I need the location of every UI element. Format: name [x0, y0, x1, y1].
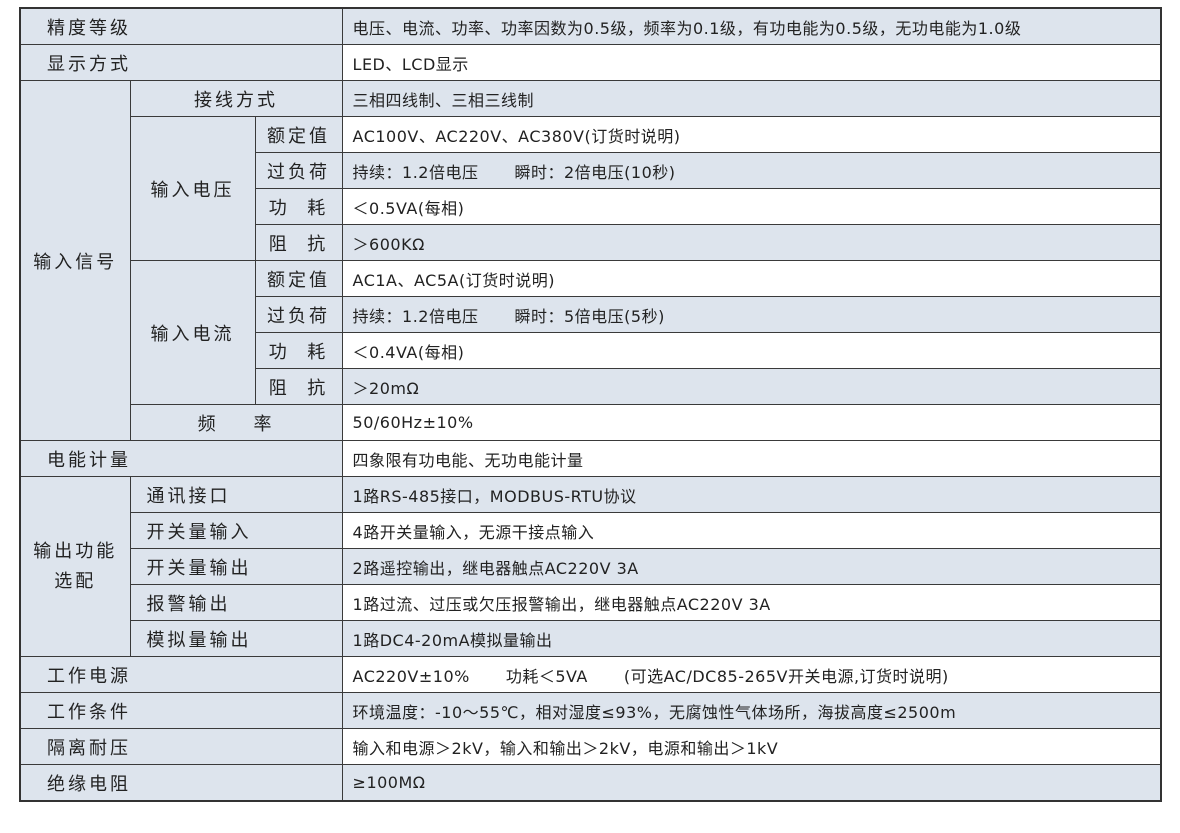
label-i-overload: 过负荷 [254, 296, 343, 333]
value-di: 4路开关量输入，无源干接点输入 [341, 512, 1162, 549]
value-part: AC220V±10% [352, 666, 470, 686]
value-ao: 1路DC4-20mA模拟量输出 [341, 620, 1162, 657]
value-v-impedance: ＞600KΩ [341, 224, 1162, 261]
value-do: 2路遥控输出，继电器触点AC220V 3A [341, 548, 1162, 585]
label-do: 开关量输出 [129, 548, 343, 585]
table-row: 显示方式 LED、LCD显示 [19, 44, 1162, 81]
value-insulation: ≥100MΩ [341, 764, 1162, 802]
table-row: 输入信号 接线方式 三相四线制、三相三线制 [19, 80, 1162, 441]
table-row: 工作电源 AC220V±10% 功耗＜5VA (可选AC/DC85-265V开关电源… [19, 656, 1162, 693]
spec-table: 精度等级 电压、电流、功率、功率因数为0.5级，频率为0.1级，有功电能为0.5… [19, 7, 1162, 802]
label-insulation: 绝缘电阻 [19, 764, 343, 802]
label-input-signal: 输入信号 [19, 80, 131, 441]
value-i-impedance: ＞20mΩ [341, 368, 1162, 405]
table-row: 电能计量 四象限有功电能、无功电能计量 [19, 440, 1162, 477]
value-wiring: 三相四线制、三相三线制 [341, 80, 1162, 117]
table-row: 输入电流 额定值 AC1A、AC5A(订货时说明) [20, 260, 1162, 405]
label-input-voltage: 输入电压 [129, 116, 256, 261]
value-part: 功耗＜5VA [505, 666, 588, 686]
value-part: 瞬时：2倍电压(10秒) [514, 162, 676, 182]
value-display: LED、LCD显示 [341, 44, 1162, 81]
table-row: 输入电压 额定值 AC100V、AC220V、AC380V(订货时说明) [20, 116, 1162, 261]
table-row: 阻 抗 ＞20mΩ [20, 368, 1162, 405]
value-i-rated: AC1A、AC5A(订货时说明) [341, 260, 1162, 297]
table-row: 绝缘电阻 ≥100MΩ [19, 764, 1162, 802]
value-part: 持续：1.2倍电压 [352, 306, 479, 326]
label-isolation: 隔离耐压 [19, 728, 343, 765]
table-row: 模拟量输出 1路DC4-20mA模拟量输出 [20, 620, 1162, 657]
label-v-power: 功 耗 [254, 188, 343, 225]
label-comm: 通讯接口 [129, 476, 343, 513]
label-v-rated: 额定值 [254, 116, 343, 153]
label-v-overload: 过负荷 [254, 152, 343, 189]
value-power-supply: AC220V±10% 功耗＜5VA (可选AC/DC85-265V开关电源,订货时说… [341, 656, 1162, 693]
value-frequency: 50/60Hz±10% [341, 404, 1162, 441]
table-row: 过负荷 持续：1.2倍电压 瞬时：2倍电压(10秒) [20, 152, 1162, 189]
label-accuracy: 精度等级 [19, 7, 343, 45]
table-row: 功 耗 ＜0.4VA(每相) [20, 332, 1162, 369]
label-conditions: 工作条件 [19, 692, 343, 729]
value-accuracy: 电压、电流、功率、功率因数为0.5级，频率为0.1级，有功电能为0.5级，无功电… [341, 7, 1162, 45]
label-energy: 电能计量 [19, 440, 343, 477]
label-di: 开关量输入 [129, 512, 343, 549]
value-v-power: ＜0.5VA(每相) [341, 188, 1162, 225]
table-row: 过负荷 持续：1.2倍电压 瞬时：5倍电压(5秒) [20, 296, 1162, 333]
table-row: 报警输出 1路过流、过压或欠压报警输出，继电器触点AC220V 3A [20, 584, 1162, 621]
value-part: (可选AC/DC85-265V开关电源,订货时说明) [623, 666, 949, 686]
table-row: 隔离耐压 输入和电源＞2kV，输入和输出＞2kV，电源和输出＞1kV [19, 728, 1162, 765]
value-v-overload: 持续：1.2倍电压 瞬时：2倍电压(10秒) [341, 152, 1162, 189]
value-conditions: 环境温度：-10～55℃，相对湿度≤93%，无腐蚀性气体场所，海拔高度≤2500… [341, 692, 1162, 729]
table-row: 开关量输出 2路遥控输出，继电器触点AC220V 3A [20, 548, 1162, 585]
label-display: 显示方式 [19, 44, 343, 81]
value-i-overload: 持续：1.2倍电压 瞬时：5倍电压(5秒) [341, 296, 1162, 333]
value-isolation: 输入和电源＞2kV，输入和输出＞2kV，电源和输出＞1kV [341, 728, 1162, 765]
label-i-power: 功 耗 [254, 332, 343, 369]
table-row: 工作条件 环境温度：-10～55℃，相对湿度≤93%，无腐蚀性气体场所，海拔高度… [19, 692, 1162, 729]
value-alarm: 1路过流、过压或欠压报警输出，继电器触点AC220V 3A [341, 584, 1162, 621]
table-row: 频 率 50/60Hz±10% [20, 404, 1162, 441]
table-row: 输出功能选配 通讯接口 1路RS-485接口，MODBUS-RTU协议 [19, 476, 1162, 657]
label-alarm: 报警输出 [129, 584, 343, 621]
value-i-power: ＜0.4VA(每相) [341, 332, 1162, 369]
value-part: 持续：1.2倍电压 [352, 162, 479, 182]
label-v-impedance: 阻 抗 [254, 224, 343, 261]
table-row: 功 耗 ＜0.5VA(每相) [20, 188, 1162, 225]
label-input-current: 输入电流 [129, 260, 256, 405]
value-comm: 1路RS-485接口，MODBUS-RTU协议 [341, 476, 1162, 513]
label-i-impedance: 阻 抗 [254, 368, 343, 405]
label-power-supply: 工作电源 [19, 656, 343, 693]
value-part: 瞬时：5倍电压(5秒) [514, 306, 665, 326]
label-wiring: 接线方式 [129, 80, 343, 117]
value-energy: 四象限有功电能、无功电能计量 [341, 440, 1162, 477]
label-i-rated: 额定值 [254, 260, 343, 297]
table-row: 阻 抗 ＞600KΩ [20, 224, 1162, 261]
value-v-rated: AC100V、AC220V、AC380V(订货时说明) [341, 116, 1162, 153]
label-ao: 模拟量输出 [129, 620, 343, 657]
table-row: 精度等级 电压、电流、功率、功率因数为0.5级，频率为0.1级，有功电能为0.5… [19, 7, 1162, 45]
label-output-options: 输出功能选配 [19, 476, 131, 657]
label-frequency: 频 率 [129, 404, 343, 441]
table-row: 开关量输入 4路开关量输入，无源干接点输入 [20, 512, 1162, 549]
